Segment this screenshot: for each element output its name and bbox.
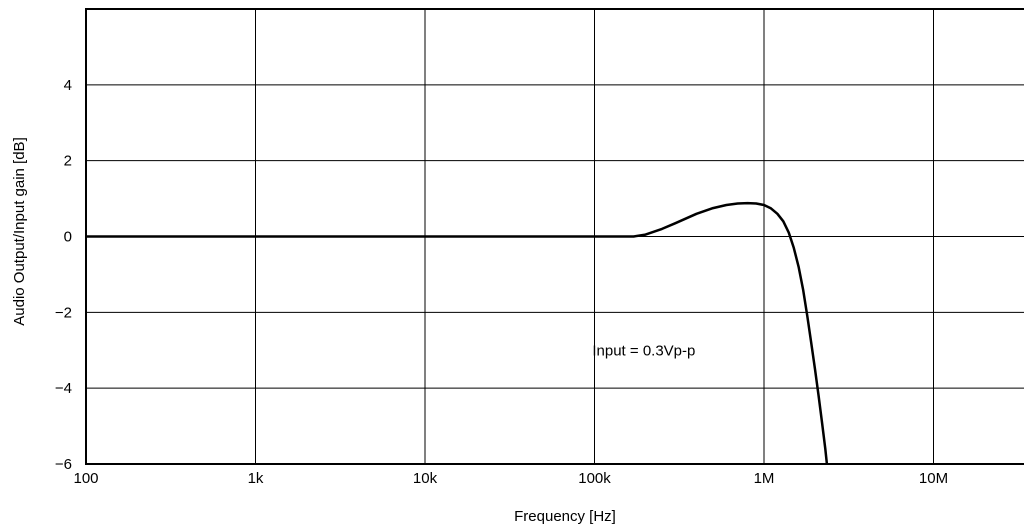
x-tick-label: 10M <box>919 470 948 487</box>
input-annotation: Input = 0.3Vp-p <box>592 342 695 359</box>
gain-curve <box>86 201 829 465</box>
x-tick-label: 100 <box>73 470 98 487</box>
x-axis-label: Frequency [Hz] <box>514 508 616 525</box>
x-tick-labels: 100 1k 10k 100k 1M 10M <box>73 470 948 487</box>
y-tick-label: 0 <box>64 229 72 246</box>
y-axis-label: Audio Output/Input gain [dB] <box>11 137 28 325</box>
y-tick-label: −4 <box>55 380 72 397</box>
y-tick-label: −2 <box>55 304 72 321</box>
plot-frame <box>85 8 1024 465</box>
y-tick-label: 4 <box>64 77 72 94</box>
x-tick-label: 1k <box>248 470 264 487</box>
grid-lines <box>86 9 1024 464</box>
x-tick-label: 10k <box>413 470 438 487</box>
curve-layer <box>86 201 829 465</box>
y-tick-labels: 4 2 0 −2 −4 −6 <box>55 77 72 473</box>
x-tick-label: 100k <box>578 470 611 487</box>
y-tick-label: 2 <box>64 153 72 170</box>
x-tick-label: 1M <box>754 470 775 487</box>
y-tick-label: −6 <box>55 456 72 473</box>
